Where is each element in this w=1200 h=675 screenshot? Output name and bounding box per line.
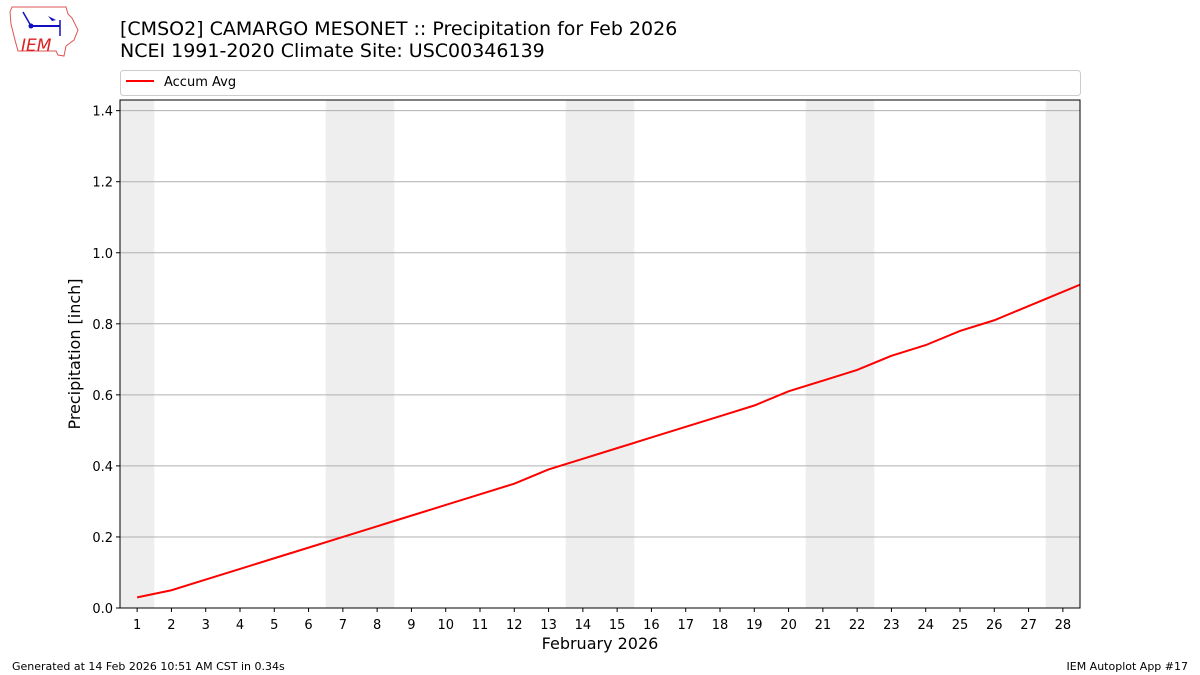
x-tick-label: 7	[339, 618, 347, 633]
y-axis-label: Precipitation [inch]	[65, 278, 84, 429]
footer-app: IEM Autoplot App #17	[1066, 660, 1189, 673]
plot-frame	[119, 99, 1081, 609]
x-tick-label: 9	[407, 618, 415, 633]
y-tick-label: 0.4	[92, 460, 113, 475]
footer-generated: Generated at 14 Feb 2026 10:51 AM CST in…	[12, 660, 285, 673]
x-tick-label: 18	[712, 618, 729, 633]
x-tick-label: 28	[1055, 618, 1072, 633]
y-tick-label: 1.4	[92, 105, 113, 120]
x-tick-label: 22	[849, 618, 866, 633]
x-tick-label: 21	[815, 618, 832, 633]
weekend-shade	[565, 100, 635, 608]
x-tick-label: 8	[373, 618, 381, 633]
x-tick-label: 16	[643, 618, 660, 633]
weekend-shade	[1045, 100, 1080, 608]
x-tick-label: 25	[952, 618, 969, 633]
x-tick-label: 4	[236, 618, 244, 633]
x-tick-label: 17	[677, 618, 694, 633]
legend-label: Accum Avg	[164, 75, 236, 90]
x-tick-label: 20	[780, 618, 797, 633]
x-axis-label: February 2026	[542, 634, 659, 653]
x-tick-label: 23	[883, 618, 900, 633]
x-tick-label: 10	[437, 618, 454, 633]
chart-title: [CMSO2] CAMARGO MESONET :: Precipitation…	[120, 18, 677, 62]
y-tick-label: 1.2	[92, 176, 113, 191]
legend: Accum Avg	[120, 70, 1081, 96]
x-tick-label: 13	[540, 618, 557, 633]
y-tick-label: 0.0	[92, 602, 113, 617]
x-tick-label: 12	[506, 618, 523, 633]
x-tick-label: 2	[167, 618, 175, 633]
x-tick-label: 6	[304, 618, 312, 633]
y-tick-label: 1.0	[92, 247, 113, 262]
x-tick-label: 26	[986, 618, 1003, 633]
weekend-shade	[805, 100, 875, 608]
x-tick-label: 15	[609, 618, 626, 633]
svg-text:IEM: IEM	[21, 36, 52, 56]
y-tick-label: 0.8	[92, 318, 113, 333]
iem-logo: IEM	[9, 6, 79, 57]
x-tick-label: 11	[472, 618, 489, 633]
x-tick-label: 24	[917, 618, 934, 633]
x-tick-label: 14	[575, 618, 592, 633]
series-line	[136, 283, 1080, 599]
x-tick-label: 27	[1020, 618, 1037, 633]
y-tick-label: 0.6	[92, 389, 113, 404]
x-tick-label: 1	[133, 618, 141, 633]
x-tick-label: 19	[746, 618, 763, 633]
weekend-shade	[120, 100, 155, 608]
x-tick-label: 3	[202, 618, 210, 633]
x-tick-label: 5	[270, 618, 278, 633]
y-tick-label: 0.2	[92, 531, 113, 546]
weekend-shade	[325, 100, 395, 608]
title-line-1: [CMSO2] CAMARGO MESONET :: Precipitation…	[120, 18, 678, 40]
title-line-2: NCEI 1991-2020 Climate Site: USC00346139	[120, 40, 545, 62]
